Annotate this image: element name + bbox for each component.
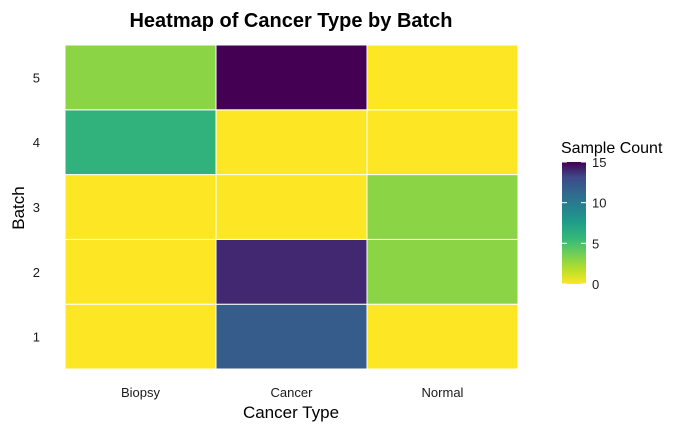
y-axis-title: Batch <box>9 186 28 229</box>
y-tick-label: 1 <box>33 330 40 345</box>
x-axis-ticks: Biopsy Cancer Normal <box>121 385 464 400</box>
heatmap-cell-normal-2 <box>366 238 519 305</box>
heatmap-cell-biopsy-3 <box>64 174 217 240</box>
x-axis-title: Cancer Type <box>243 403 339 422</box>
y-tick-label: 3 <box>33 200 40 215</box>
heatmap-cell-biopsy-1 <box>64 303 217 370</box>
y-tick-label: 2 <box>33 265 40 280</box>
heatmap-cell-normal-5 <box>366 44 519 111</box>
heatmap-cell-cancer-5 <box>215 44 368 111</box>
legend-tick-label: 5 <box>592 236 599 251</box>
legend-title: Sample Count <box>561 140 663 157</box>
heatmap-cell-biopsy-4 <box>64 109 217 176</box>
heatmap-cell-cancer-4 <box>215 109 368 176</box>
heatmap-cell-biopsy-2 <box>64 238 217 305</box>
heatmap-cell-cancer-3 <box>215 174 368 240</box>
heatmap-cell-cancer-2 <box>215 238 368 305</box>
legend-colorbar <box>562 162 586 284</box>
chart-title: Heatmap of Cancer Type by Batch <box>129 10 452 32</box>
x-tick-label: Biopsy <box>121 385 161 400</box>
heatmap-cell-biopsy-5 <box>64 44 217 111</box>
legend-tick-label: 10 <box>592 196 606 211</box>
y-tick-label: 5 <box>33 70 40 85</box>
legend-ticks: 0 5 10 15 <box>562 155 606 292</box>
color-legend: Sample Count 0 5 10 15 <box>561 140 663 292</box>
legend-tick-label: 0 <box>592 277 599 292</box>
heatmap-cell-normal-1 <box>366 303 519 370</box>
heatmap-cell-normal-3 <box>366 174 519 240</box>
heatmap-cell-normal-4 <box>366 109 519 176</box>
legend-tick-label: 15 <box>592 155 606 170</box>
y-axis-ticks: 1 2 3 4 5 <box>33 70 40 344</box>
x-tick-label: Normal <box>422 385 464 400</box>
y-tick-label: 4 <box>33 135 40 150</box>
heatmap-cell-cancer-1 <box>215 303 368 370</box>
heatmap-cells <box>64 44 519 370</box>
x-tick-label: Cancer <box>271 385 314 400</box>
